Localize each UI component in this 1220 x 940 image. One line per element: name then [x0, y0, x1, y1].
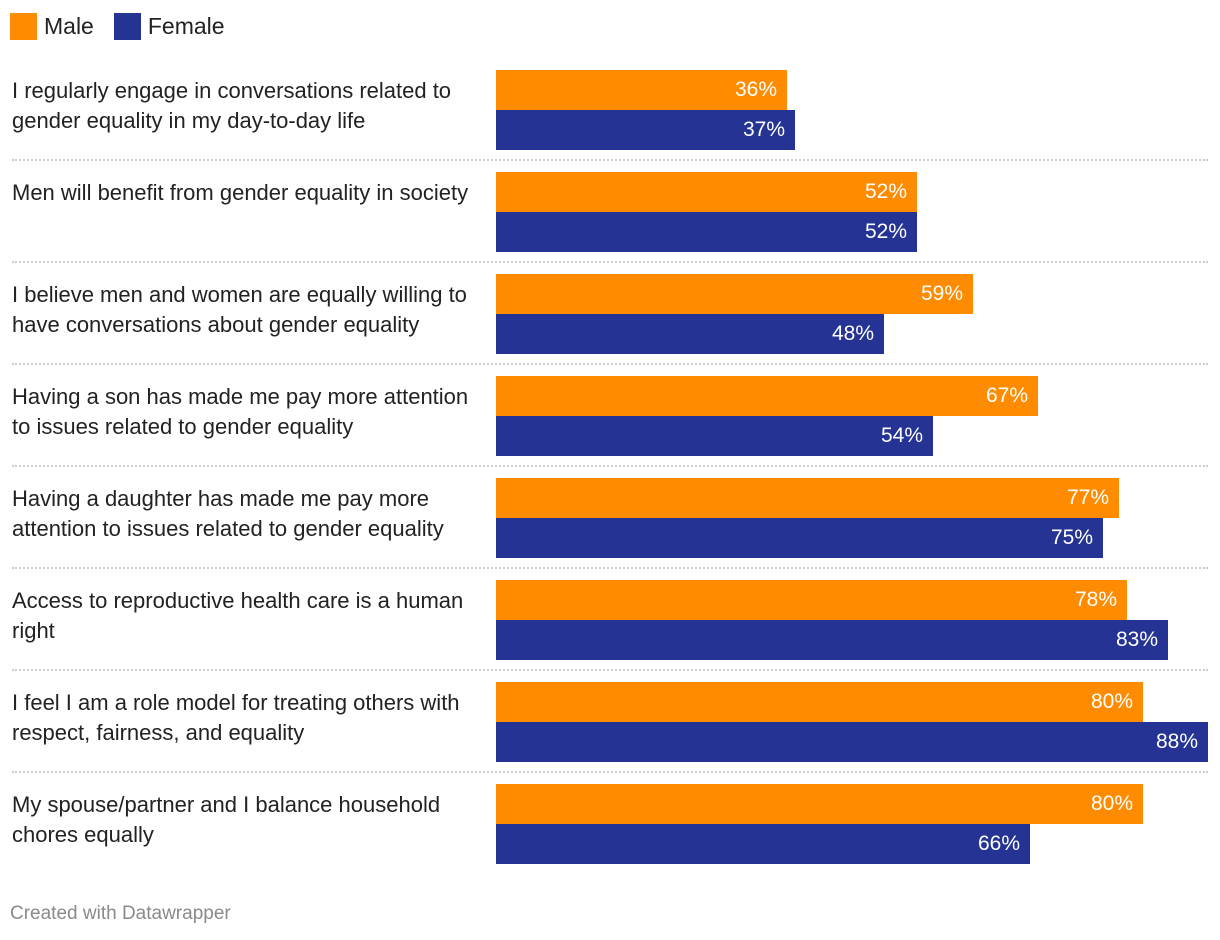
bar-value-label: 52%: [864, 180, 907, 203]
bar-value-label: 67%: [985, 384, 1028, 407]
row-divider: [12, 363, 1208, 365]
category-label: I feel I am a role model for treating ot…: [12, 690, 460, 745]
chart-row: I regularly engage in conversations rela…: [12, 70, 1208, 172]
chart-row: My spouse/partner and I balance househol…: [12, 784, 1208, 886]
chart-row: Access to reproductive health care is a …: [12, 580, 1208, 682]
bar-value-label: 59%: [920, 282, 963, 305]
row-divider: [12, 771, 1208, 773]
bar-female: 37%: [496, 110, 795, 150]
bar-female: 54%: [496, 416, 933, 456]
bar-male: 59%: [496, 274, 973, 314]
bar-value-label: 66%: [977, 832, 1020, 855]
category-label: I regularly engage in conversations rela…: [12, 78, 452, 133]
bar-value-label: 78%: [1074, 588, 1117, 611]
bar-value-label: 80%: [1090, 690, 1133, 713]
legend-swatch-male: [10, 13, 37, 40]
row-divider: [12, 261, 1208, 263]
chart-row: I believe men and women are equally will…: [12, 274, 1208, 376]
legend-label-female: Female: [147, 13, 225, 39]
legend-label-male: Male: [44, 13, 94, 39]
bar-value-label: 80%: [1090, 792, 1133, 815]
legend-item-male: Male: [10, 13, 94, 40]
bar-value-label: 88%: [1155, 730, 1198, 753]
category-label: My spouse/partner and I balance househol…: [12, 792, 441, 847]
bar-value-label: 52%: [864, 220, 907, 243]
bar-male: 77%: [496, 478, 1119, 518]
bar-male: 78%: [496, 580, 1127, 620]
bar-female: 48%: [496, 314, 884, 354]
chart-legend: Male Female: [10, 13, 245, 40]
bar-female: 75%: [496, 518, 1103, 558]
category-label: Men will benefit from gender equality in…: [12, 180, 469, 205]
bar-male: 80%: [496, 784, 1143, 824]
chart-row: Having a son has made me pay more attent…: [12, 376, 1208, 478]
legend-swatch-female: [113, 13, 141, 40]
bar-female: 88%: [496, 722, 1208, 762]
bar-value-label: 75%: [1050, 526, 1093, 549]
bar-male: 36%: [496, 70, 787, 110]
chart-row: Having a daughter has made me pay more a…: [12, 478, 1208, 580]
row-divider: [12, 465, 1208, 467]
bar-male: 80%: [496, 682, 1143, 722]
bar-value-label: 36%: [734, 78, 777, 101]
bar-female: 83%: [496, 620, 1168, 660]
category-label: Having a son has made me pay more attent…: [12, 384, 469, 439]
category-label: Having a daughter has made me pay more a…: [12, 486, 444, 541]
category-label: Access to reproductive health care is a …: [12, 588, 464, 643]
row-divider: [12, 159, 1208, 161]
legend-item-female: Female: [113, 13, 225, 40]
row-divider: [12, 567, 1208, 569]
bar-value-label: 83%: [1115, 628, 1158, 651]
category-label: I believe men and women are equally will…: [12, 282, 467, 337]
bar-female: 52%: [496, 212, 917, 252]
row-divider: [12, 669, 1208, 671]
bar-value-label: 77%: [1066, 486, 1109, 509]
bar-value-label: 37%: [742, 118, 785, 141]
bar-value-label: 54%: [880, 424, 923, 447]
bar-chart: I regularly engage in conversations rela…: [12, 70, 1208, 886]
footer-credit: Created with Datawrapper: [10, 903, 231, 924]
bar-value-label: 48%: [831, 322, 874, 345]
bar-male: 67%: [496, 376, 1038, 416]
bar-male: 52%: [496, 172, 917, 212]
chart-row: I feel I am a role model for treating ot…: [12, 682, 1208, 784]
chart-row: Men will benefit from gender equality in…: [12, 172, 1208, 274]
bar-female: 66%: [496, 824, 1030, 864]
